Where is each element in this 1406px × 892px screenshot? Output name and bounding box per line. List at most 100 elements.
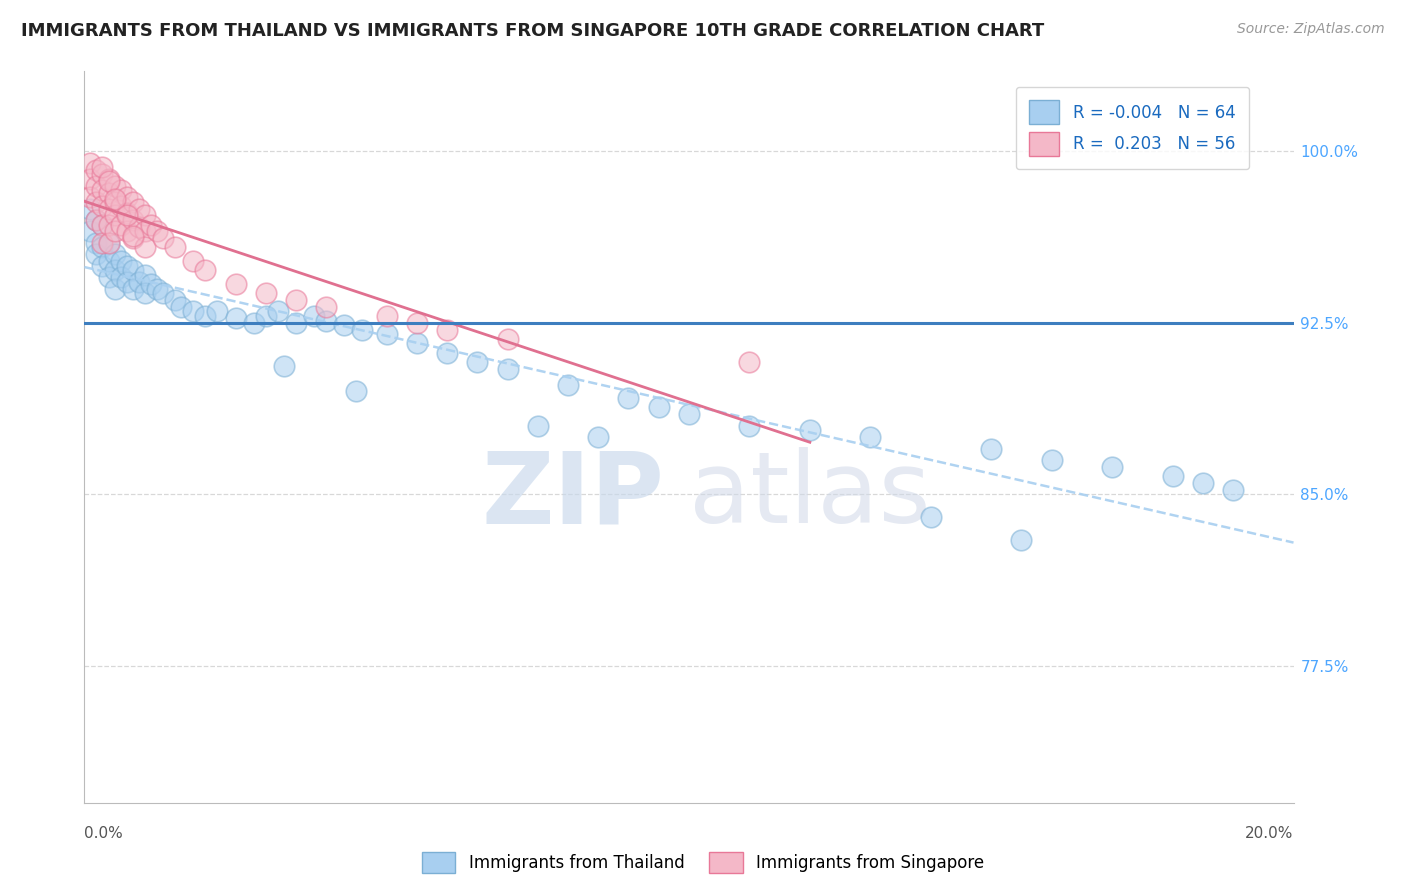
Point (104, 263, 127, 277)
Point (225, 311, 247, 326)
Point (97, 174, 120, 188)
Point (1101, 459, 1123, 474)
Point (79, 224, 101, 238)
Point (678, 407, 700, 421)
Text: 0.0%: 0.0% (84, 826, 124, 840)
Point (134, 240, 156, 254)
Point (302, 309, 325, 323)
Point (115, 224, 138, 238)
Point (110, 183, 132, 197)
Point (859, 430, 882, 444)
Point (406, 336, 429, 351)
Point (134, 224, 156, 238)
Point (104, 194, 127, 209)
Text: 20.0%: 20.0% (1246, 826, 1294, 840)
Point (86, 178, 108, 193)
Point (86, 247, 108, 261)
Point (97, 254, 120, 268)
Legend: Immigrants from Thailand, Immigrants from Singapore: Immigrants from Thailand, Immigrants fro… (415, 846, 991, 880)
Point (79, 171, 101, 186)
Point (146, 281, 169, 295)
Point (436, 345, 458, 359)
Point (267, 304, 290, 318)
Legend: R = -0.004   N = 64, R =  0.203   N = 56: R = -0.004 N = 64, R = 0.203 N = 56 (1017, 87, 1249, 169)
Point (104, 208, 127, 222)
Point (128, 275, 150, 289)
Point (110, 199, 132, 213)
Point (121, 263, 143, 277)
Point (115, 206, 138, 220)
Point (91, 240, 114, 254)
Point (920, 510, 942, 524)
Point (115, 259, 138, 273)
Point (588, 430, 610, 444)
Point (194, 263, 217, 277)
Point (273, 359, 295, 374)
Point (406, 316, 429, 330)
Point (242, 316, 264, 330)
Point (181, 304, 204, 318)
Point (315, 300, 337, 314)
Point (467, 354, 489, 368)
Point (980, 442, 1002, 456)
Text: IMMIGRANTS FROM THAILAND VS IMMIGRANTS FROM SINGAPORE 10TH GRADE CORRELATION CHA: IMMIGRANTS FROM THAILAND VS IMMIGRANTS F… (21, 22, 1045, 40)
Point (110, 218, 132, 232)
Point (86, 162, 108, 177)
Point (134, 286, 156, 301)
Point (128, 219, 150, 234)
Point (557, 377, 579, 392)
Point (91, 183, 114, 197)
Point (110, 270, 132, 285)
Point (134, 268, 156, 282)
Point (97, 235, 120, 250)
Point (91, 218, 114, 232)
Point (146, 224, 169, 238)
Point (254, 309, 277, 323)
Point (181, 254, 204, 268)
Point (285, 293, 308, 307)
Point (165, 240, 187, 254)
Point (91, 199, 114, 213)
Point (115, 275, 138, 289)
Point (352, 323, 374, 337)
Point (86, 194, 108, 209)
Point (738, 354, 761, 368)
Point (115, 190, 138, 204)
Point (496, 332, 519, 346)
Point (79, 155, 101, 169)
Point (128, 202, 150, 216)
Point (121, 228, 143, 243)
Point (79, 190, 101, 204)
Point (91, 161, 114, 175)
Point (225, 277, 247, 291)
Point (617, 391, 640, 405)
Point (97, 270, 120, 285)
Point (254, 286, 277, 301)
Point (121, 231, 143, 245)
Text: Source: ZipAtlas.com: Source: ZipAtlas.com (1237, 22, 1385, 37)
Point (139, 218, 162, 232)
Point (315, 313, 337, 327)
Point (152, 286, 174, 301)
Point (104, 192, 127, 206)
Point (207, 304, 229, 318)
Point (104, 281, 127, 295)
Point (738, 418, 761, 433)
Point (104, 224, 127, 238)
Point (86, 213, 108, 227)
Point (1192, 475, 1215, 490)
Point (97, 171, 120, 186)
Point (285, 316, 308, 330)
Text: atlas: atlas (689, 447, 931, 544)
Point (799, 423, 821, 437)
Point (152, 231, 174, 245)
Point (165, 293, 187, 307)
Point (121, 281, 143, 295)
Point (91, 235, 114, 250)
Point (346, 384, 368, 399)
Point (104, 247, 127, 261)
Point (170, 300, 193, 314)
Point (496, 361, 519, 376)
Point (139, 277, 162, 291)
Point (333, 318, 356, 332)
